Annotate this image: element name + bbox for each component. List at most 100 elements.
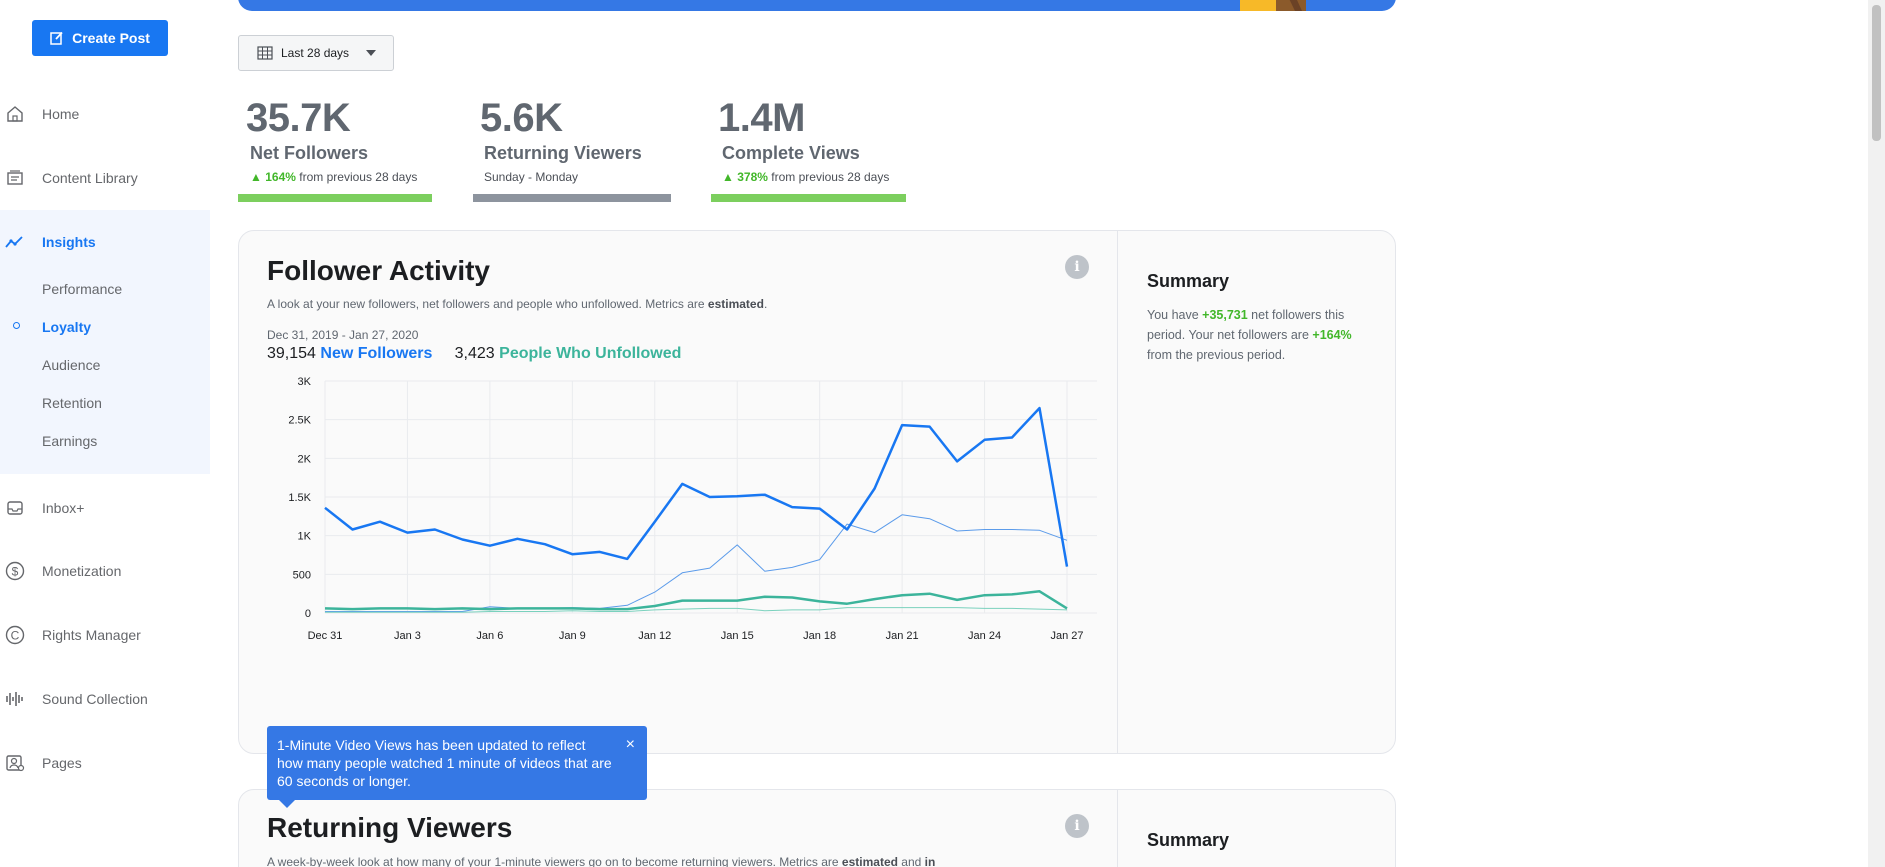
sidebar-item-label: Insights [42,234,96,250]
sidebar-item-label: Sound Collection [42,691,148,707]
desc-bold-2: in [924,855,936,867]
create-post-button[interactable]: Create Post [32,20,168,56]
sidebar-item-home[interactable]: Home [0,94,210,134]
info-icon[interactable]: i [1065,255,1089,279]
sidebar-item-label: Monetization [42,563,122,579]
desc-text: A week-by-week look at how many of your … [267,855,842,867]
x-tick-label: Jan 21 [886,630,919,642]
x-tick-label: Jan 6 [476,630,503,642]
summary-title: Summary [1147,271,1230,291]
calendar-icon [257,46,273,60]
stat-value: 35.7K [246,96,351,140]
top-banner [238,0,1396,11]
stat-change-text: from previous 28 days [299,170,418,184]
up-arrow-icon: ▲ [250,170,262,184]
chevron-down-icon [366,50,377,56]
insights-icon [5,232,25,252]
x-tick-label: Jan 12 [638,630,671,642]
stat-name: Complete Views [722,143,860,163]
sidebar-item-label: Content Library [42,170,138,186]
stat-complete-views[interactable]: 1.4M Complete Views ▲ 378% from previous… [718,96,889,184]
summary-title: Summary [1147,830,1230,850]
sidebar-subitem-performance[interactable]: Performance [42,281,123,297]
insights-group [0,210,210,474]
content-library-icon [5,168,25,188]
stat-change-text: from previous 28 days [771,170,890,184]
x-tick-label: Jan 9 [559,630,586,642]
stat-subtext: Sunday - Monday [484,170,579,184]
new-followers-count: 39,154 [267,345,316,362]
series-line-0 [324,406,1069,567]
sound-icon [5,689,25,709]
follower-activity-chart[interactable]: 0 500 1K 1.5K 2K 2.5K 3K Dec 31 Jan 3 Jan 6 Jan 9 J… [267,371,1097,701]
info-icon[interactable]: i [1065,814,1089,838]
sidebar-subitem-earnings[interactable]: Earnings [42,433,98,449]
sidebar-item-content-library[interactable]: Content Library [0,158,210,198]
x-tick-label: Jan 24 [968,630,1001,642]
y-tick-label: 2K [298,453,312,465]
active-dot-icon [13,322,20,329]
stat-change-value: 378% [737,170,768,184]
summary-text: You have +35,731 net followers this peri… [1147,305,1367,365]
y-tick-label: 1.5K [288,492,311,504]
stat-bar-returning-viewers [473,194,671,202]
sidebar-item-rights-manager[interactable]: C Rights Manager [0,615,210,655]
desc-bold: estimated [707,297,764,311]
copyright-icon: C [5,625,25,645]
card-divider [1117,790,1118,867]
stat-name: Returning Viewers [484,143,642,163]
y-tick-label: 500 [293,569,311,581]
stat-bar-complete-views [711,194,906,202]
sidebar-subitem-audience[interactable]: Audience [42,357,101,373]
summary-part: You have [1147,308,1203,322]
unfollowed-label[interactable]: People Who Unfollowed [499,345,682,362]
returning-viewers-card: Returning Viewers i A week-by-week look … [238,789,1396,867]
stat-change: ▲ 378% from previous 28 days [722,170,889,184]
banner-illustration-icon [1240,0,1306,11]
desc-text: A look at your new followers, net follow… [267,297,708,311]
inbox-icon [5,498,25,518]
sidebar-item-pages[interactable]: Pages [0,743,210,783]
home-icon [5,104,25,124]
stat-change-value: 164% [265,170,296,184]
close-icon[interactable]: × [625,736,635,753]
edit-icon [50,31,63,45]
up-arrow-icon: ▲ [722,170,734,184]
sidebar-item-insights[interactable]: Insights [0,222,210,262]
chart-legend: 39,154 New Followers 3,423 People Who Un… [267,345,681,363]
stat-net-followers[interactable]: 35.7K Net Followers ▲ 164% from previous… [246,96,417,184]
video-views-update-tooltip: 1-Minute Video Views has been updated to… [267,726,647,808]
stat-returning-viewers[interactable]: 5.6K Returning Viewers Sunday - Monday [480,96,642,184]
new-followers-label[interactable]: New Followers [320,345,433,362]
sidebar-item-label: Home [42,106,80,122]
svg-text:C: C [11,629,20,643]
sidebar-item-label: Rights Manager [42,627,141,643]
sidebar-item-sound-collection[interactable]: Sound Collection [0,679,210,719]
summary-net-value: +35,731 [1202,308,1248,322]
card-divider [1117,231,1118,753]
dollar-icon: $ [5,561,25,581]
scrollbar-thumb[interactable] [1872,5,1881,141]
sidebar-item-monetization[interactable]: $ Monetization [0,551,210,591]
series-line-2 [324,590,1068,611]
x-tick-label: Jan 18 [803,630,836,642]
y-tick-label: 0 [305,608,311,620]
date-range-dropdown[interactable]: Last 28 days [238,35,394,71]
chart-date-range: Dec 31, 2019 - Jan 27, 2020 [267,328,419,342]
tooltip-text: 1-Minute Video Views has been updated to… [277,737,612,789]
sidebar-item-label: Inbox+ [42,500,85,516]
y-tick-label: 2.5K [288,415,311,427]
sidebar-subitem-loyalty[interactable]: Loyalty [42,319,92,335]
page-scrollbar[interactable] [1868,0,1885,867]
stat-change: ▲ 164% from previous 28 days [250,170,417,184]
x-tick-label: Jan 15 [721,630,754,642]
stat-bar-net-followers [238,194,432,202]
sidebar-subitem-retention[interactable]: Retention [42,395,102,411]
desc-bold: estimated [841,855,898,867]
unfollowed-count: 3,423 [454,345,495,362]
create-post-label: Create Post [72,30,150,46]
sidebar-item-inbox[interactable]: Inbox+ [0,488,210,528]
summary-percent: +164% [1312,328,1352,342]
series-line-1 [325,514,1068,612]
card-title: Follower Activity [267,255,491,286]
